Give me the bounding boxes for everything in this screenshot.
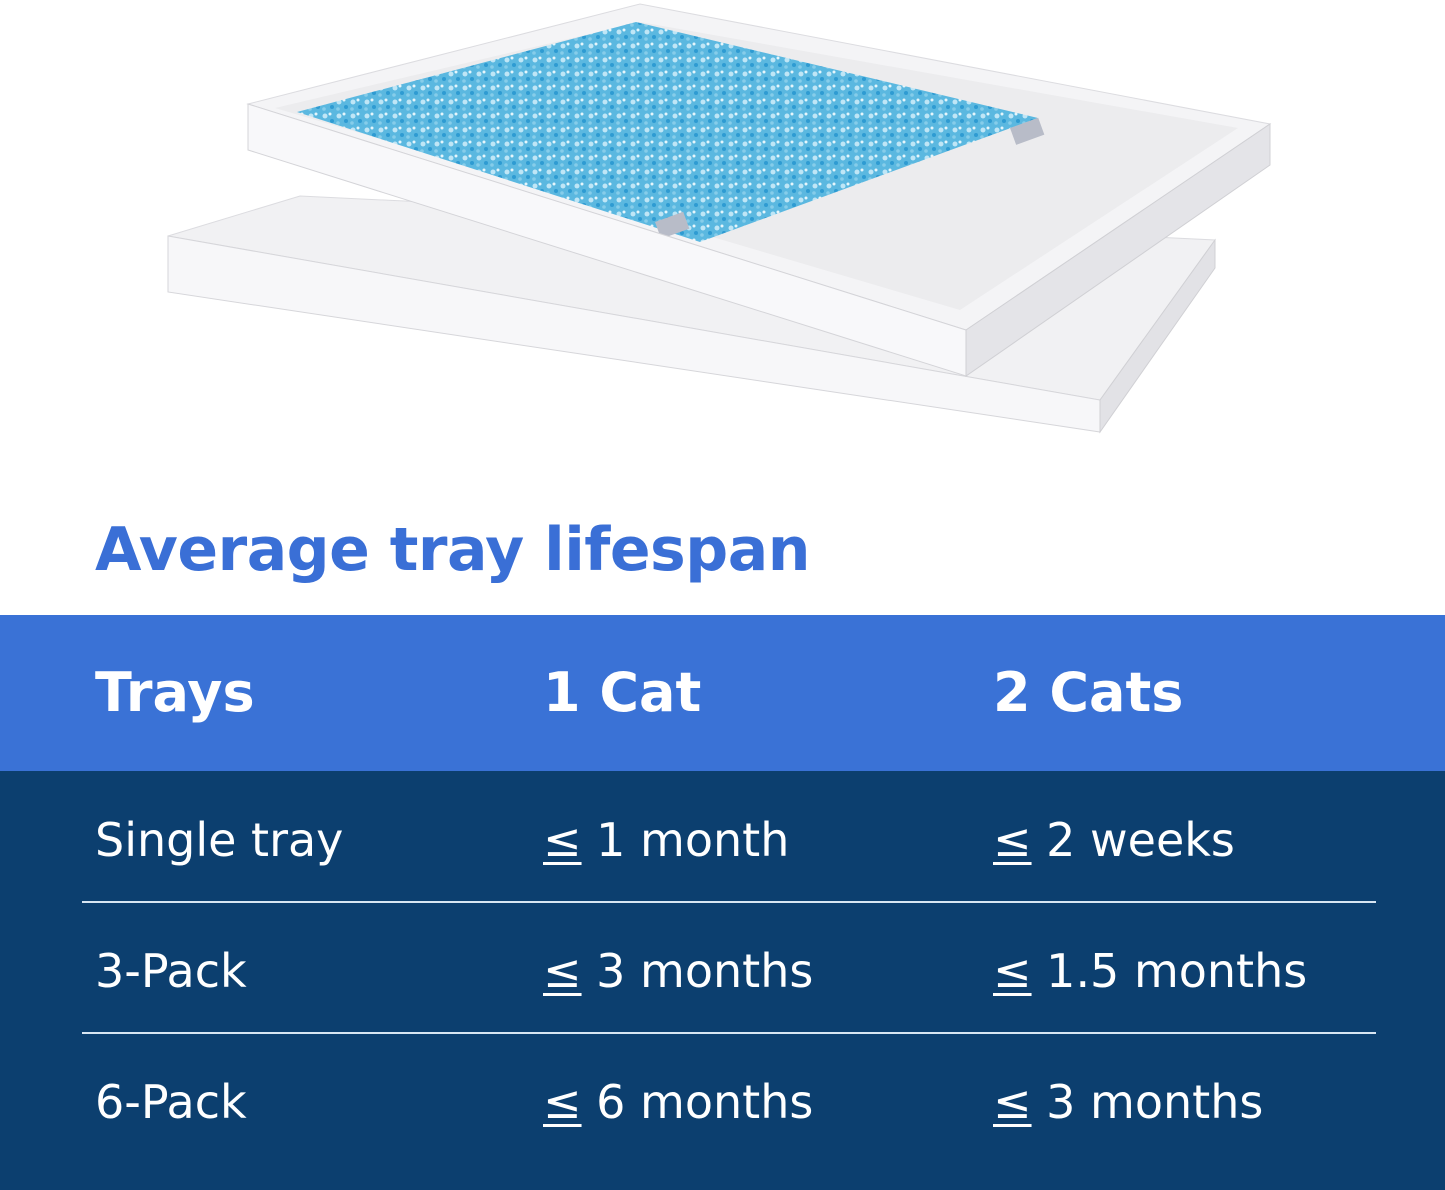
page-title: Average tray lifespan xyxy=(95,515,810,585)
litter-tray-image xyxy=(167,3,1272,434)
table-body: Single tray ≤ 1 month ≤ 2 weeks 3-Pack ≤… xyxy=(0,771,1445,1190)
table-row: Single tray ≤ 1 month ≤ 2 weeks xyxy=(0,775,1445,906)
row-divider xyxy=(82,901,1376,903)
cell-1-cat: ≤ 1 month xyxy=(543,813,790,867)
table-row: 6-Pack ≤ 6 months ≤ 3 months xyxy=(0,1037,1445,1168)
header-1-cat: 1 Cat xyxy=(543,661,702,724)
cell-2-cats: ≤ 2 weeks xyxy=(993,813,1235,867)
table-row: 3-Pack ≤ 3 months ≤ 1.5 months xyxy=(0,906,1445,1037)
cell-1-cat: ≤ 6 months xyxy=(543,1075,814,1129)
row-divider xyxy=(82,1032,1376,1034)
header-2-cats: 2 Cats xyxy=(993,661,1184,724)
cell-trays: 3-Pack xyxy=(95,944,247,998)
cell-1-cat: ≤ 3 months xyxy=(543,944,814,998)
cell-trays: 6-Pack xyxy=(95,1075,247,1129)
header-trays: Trays xyxy=(95,661,255,724)
cell-2-cats: ≤ 3 months xyxy=(993,1075,1264,1129)
table-header: Trays 1 Cat 2 Cats xyxy=(0,615,1445,771)
cell-trays: Single tray xyxy=(95,813,344,867)
cell-2-cats: ≤ 1.5 months xyxy=(993,944,1308,998)
